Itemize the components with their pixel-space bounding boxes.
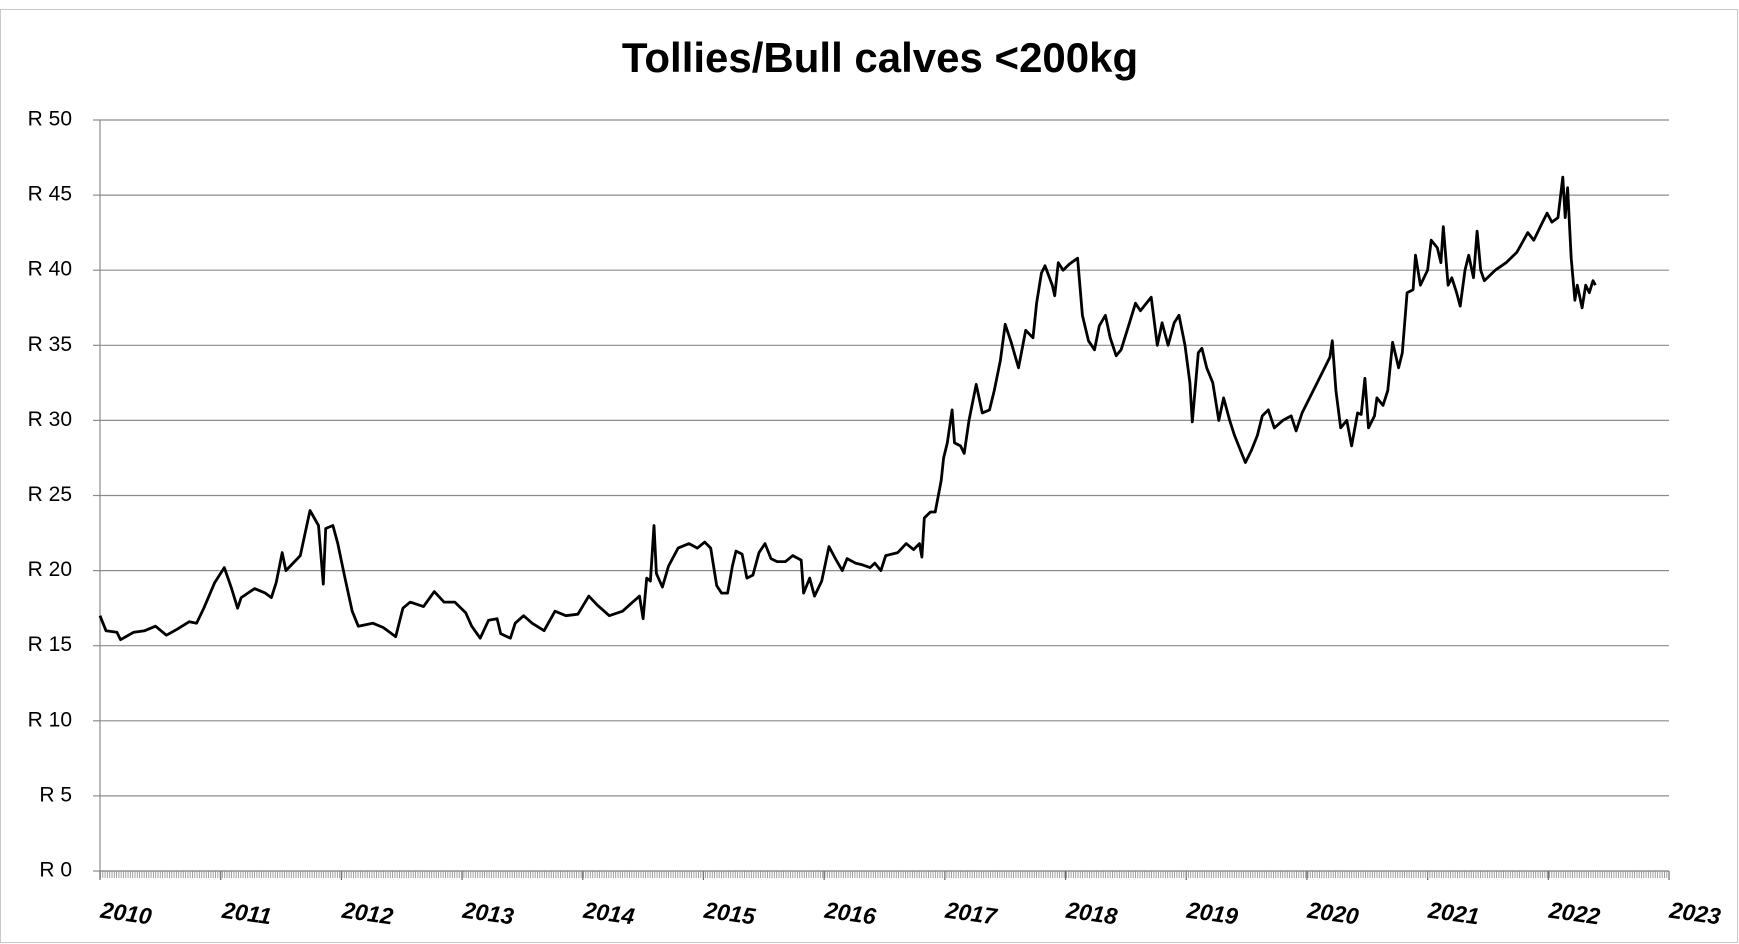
minor-ticks (100, 871, 1669, 878)
y-tick-label: R 50 (28, 108, 72, 131)
y-tick-label: R 40 (28, 258, 72, 281)
y-tick-label: R 20 (28, 558, 72, 581)
y-tick-label: R 45 (28, 183, 72, 206)
frame (0, 9, 1738, 943)
plot (98, 175, 1597, 642)
y-tick-label: R 5 (39, 783, 72, 806)
y-tick-label: R 15 (28, 633, 72, 656)
y-tick-label: R 35 (28, 333, 72, 356)
chart-title: Tollies/Bull calves <200kg (622, 34, 1138, 81)
price-line (98, 175, 1597, 642)
y-tick-label: R 0 (39, 859, 72, 882)
y-tick-label: R 25 (28, 483, 72, 506)
y-tick-label: R 30 (28, 408, 72, 431)
y-tick-label: R 10 (28, 708, 72, 731)
